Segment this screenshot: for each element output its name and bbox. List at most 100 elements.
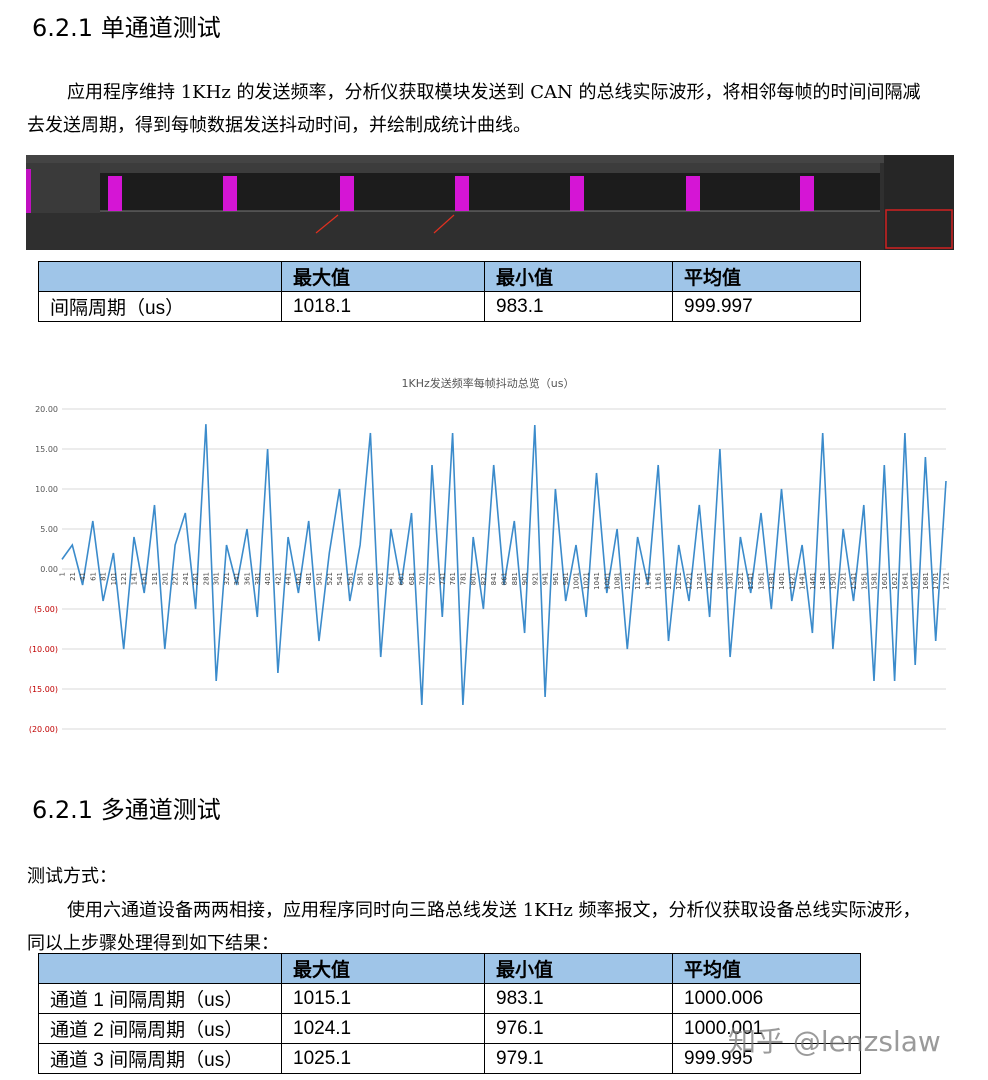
y-tick-label: (5.00) (34, 605, 58, 614)
x-tick-label: 1661 (912, 572, 920, 590)
x-tick-label: 201 (161, 572, 169, 585)
x-tick-label: 1001 (573, 572, 581, 590)
x-tick-label: 421 (274, 572, 282, 585)
paragraph: 应用程序维持 1KHz 的发送频率，分析仪获取模块发送到 CAN 的总线实际波形… (27, 82, 921, 136)
x-tick-label: 1141 (644, 572, 652, 590)
x-tick-label: 81 (100, 572, 108, 581)
cell: 999.997 (672, 291, 861, 322)
cell: 通道 2 间隔周期（us） (38, 1013, 282, 1044)
x-tick-label: 141 (131, 572, 139, 585)
x-tick-label: 1381 (768, 572, 776, 590)
x-tick-label: 1161 (655, 572, 663, 590)
x-tick-label: 1581 (871, 572, 879, 590)
cell: 983.1 (484, 291, 673, 322)
x-tick-label: 721 (429, 572, 437, 585)
row: 通道 1 间隔周期（us） 1015.1 983.1 1000.006 (38, 983, 861, 1014)
x-tick-label: 101 (110, 572, 118, 585)
x-tick-label: 441 (285, 572, 293, 585)
cell: 1015.1 (281, 983, 485, 1014)
x-tick-label: 581 (357, 572, 365, 585)
x-tick-label: 1721 (943, 572, 951, 590)
x-tick-label: 1621 (891, 572, 899, 590)
x-tick-label: 121 (120, 572, 128, 585)
x-tick-label: 901 (521, 572, 529, 585)
cell: 979.1 (484, 1043, 673, 1074)
cell: 999.995 (672, 1043, 861, 1074)
y-tick-label: 5.00 (40, 525, 58, 534)
x-tick-label: 641 (387, 572, 395, 585)
x-tick-label: 181 (151, 572, 159, 585)
x-tick-label: 501 (316, 572, 324, 585)
x-tick-label: 281 (202, 572, 210, 585)
x-tick-label: 381 (254, 572, 262, 585)
x-tick-label: 841 (490, 572, 498, 585)
x-tick-label: 1601 (881, 572, 889, 590)
x-tick-label: 521 (326, 572, 334, 585)
cell: 983.1 (484, 983, 673, 1014)
section-title: 6.2.1 单通道测试 (32, 14, 221, 42)
x-tick-label: 1021 (583, 572, 591, 590)
x-tick-label: 621 (377, 572, 385, 585)
x-tick-label: 221 (172, 572, 180, 585)
cell: 1024.1 (281, 1013, 485, 1044)
x-tick-label: 941 (542, 572, 550, 585)
header-cell: 最小值 (484, 261, 673, 292)
header-cell: 平均值 (672, 261, 861, 292)
x-tick-label: 861 (501, 572, 509, 585)
header-cell: 平均值 (672, 953, 861, 984)
x-tick-label: 1341 (747, 572, 755, 590)
x-tick-label: 1641 (901, 572, 909, 590)
y-tick-label: (15.00) (29, 685, 58, 694)
header-cell: 最小值 (484, 953, 673, 984)
cell: 1000.006 (672, 983, 861, 1014)
x-tick-label: 1181 (665, 572, 673, 590)
label: 测试方式： (27, 866, 117, 887)
x-tick-label: 661 (398, 572, 406, 585)
result-table: 最大值 最小值 平均值 间隔周期（us） 1018.1 983.1 999.997 (38, 261, 861, 322)
x-tick-label: 1241 (696, 572, 704, 590)
x-tick-label: 1561 (860, 572, 868, 590)
cell: 976.1 (484, 1013, 673, 1044)
x-tick-label: 1541 (850, 572, 858, 590)
x-tick-label: 1261 (706, 572, 714, 590)
x-tick-label: 341 (233, 572, 241, 585)
x-tick-label: 741 (439, 572, 447, 585)
x-tick-label: 1401 (778, 572, 786, 590)
series-line (61, 424, 947, 706)
x-tick-label: 781 (459, 572, 467, 585)
header-cell: 最大值 (281, 261, 485, 292)
x-tick-label: 1101 (624, 572, 632, 590)
x-tick-label: 361 (244, 572, 252, 585)
y-tick-label: 0.00 (40, 565, 58, 574)
x-tick-label: 301 (213, 572, 221, 585)
x-tick-label: 1361 (758, 572, 766, 590)
x-tick-label: 761 (449, 572, 457, 585)
x-tick-label: 1481 (819, 572, 827, 590)
x-tick-label: 961 (552, 572, 560, 585)
x-tick-label: 1081 (614, 572, 622, 590)
x-tick-label: 1061 (603, 572, 611, 590)
x-tick-label: 1421 (788, 572, 796, 590)
x-tick-label: 921 (531, 572, 539, 585)
header-row: 最大值 最小值 平均值 (38, 953, 861, 984)
y-tick-label: 20.00 (35, 405, 58, 414)
x-tick-label: 321 (223, 572, 231, 585)
x-tick-label: 241 (182, 572, 190, 585)
cell: 通道 1 间隔周期（us） (38, 983, 282, 1014)
x-tick-label: 881 (511, 572, 519, 585)
chart-title: 1KHz发送频率每帧抖动总览（us） (402, 376, 575, 390)
cell: 1025.1 (281, 1043, 485, 1074)
chart: 1KHz发送频率每帧抖动总览（us） 20.00 15.00 10.00 5.00 0.… (29, 376, 951, 734)
analyzer-screenshot (26, 155, 954, 250)
x-tick-label: 981 (562, 572, 570, 585)
x-tick-label: 1301 (727, 572, 735, 590)
x-tick-label: 1441 (799, 572, 807, 590)
x-tick-label: 701 (418, 572, 426, 585)
x-tick-label: 261 (192, 572, 200, 585)
x-tick-label: 821 (480, 572, 488, 585)
x-tick-label: 461 (295, 572, 303, 585)
x-tick-label: 1 (59, 572, 67, 576)
header-cell (38, 261, 282, 292)
x-tick-label: 1121 (634, 572, 642, 590)
